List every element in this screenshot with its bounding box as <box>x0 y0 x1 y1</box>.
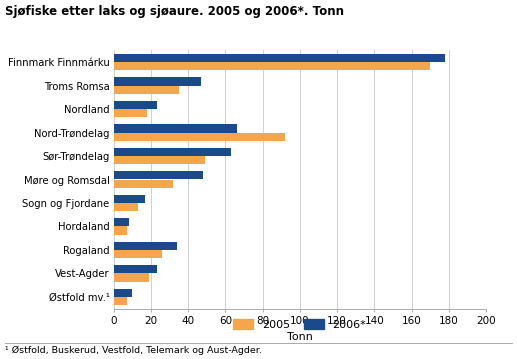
Text: Sjøfiske etter laks og sjøaure. 2005 og 2006*. Tonn: Sjøfiske etter laks og sjøaure. 2005 og … <box>5 5 344 18</box>
Bar <box>114 132 285 141</box>
Bar <box>114 101 157 109</box>
Bar <box>114 274 149 282</box>
Bar <box>114 289 132 297</box>
Bar <box>114 124 237 132</box>
Bar <box>114 171 203 180</box>
Bar <box>114 227 127 235</box>
Bar <box>114 62 430 70</box>
Legend: 2005, 2006*: 2005, 2006* <box>233 320 367 330</box>
Bar <box>114 297 127 305</box>
Bar <box>114 54 445 62</box>
X-axis label: Tonn: Tonn <box>287 332 313 342</box>
Bar <box>114 265 157 274</box>
Text: ¹ Østfold, Buskerud, Vestfold, Telemark og Aust-Agder.: ¹ Østfold, Buskerud, Vestfold, Telemark … <box>5 346 262 355</box>
Bar <box>114 180 173 188</box>
Bar <box>114 109 147 117</box>
Bar <box>114 250 162 258</box>
Bar <box>114 242 177 250</box>
Bar <box>114 85 179 94</box>
Bar <box>114 218 129 227</box>
Bar <box>114 203 138 211</box>
Bar <box>114 195 145 203</box>
Bar <box>114 148 231 156</box>
Bar <box>114 156 205 164</box>
Bar <box>114 77 201 85</box>
